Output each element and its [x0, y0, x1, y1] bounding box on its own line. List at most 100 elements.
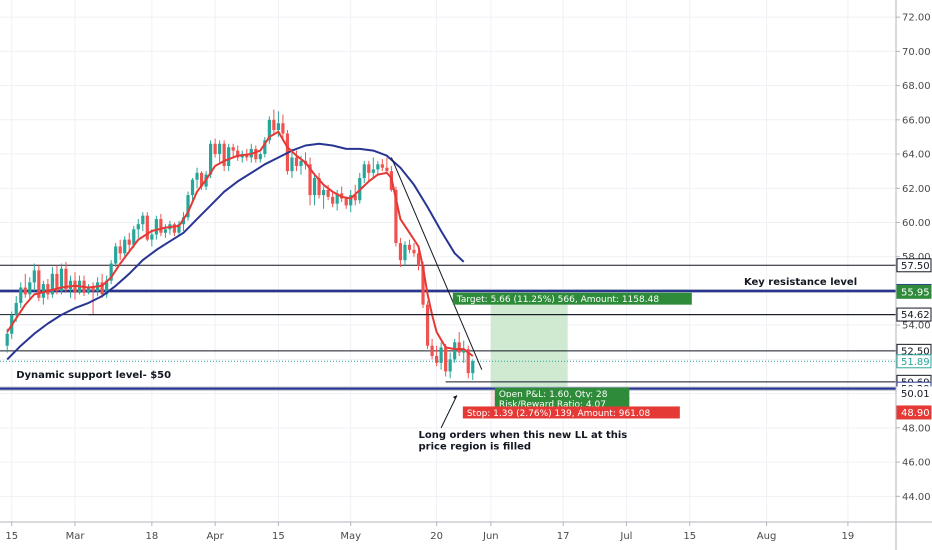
candle-body: [407, 244, 412, 250]
price-label-bg: [896, 307, 932, 322]
annotation-text: Dynamic support level- $50: [16, 370, 171, 381]
price-label-bg: [896, 284, 932, 299]
candle-body: [55, 273, 59, 291]
price-label-bg: [896, 354, 932, 369]
candle-body: [227, 147, 231, 167]
drawings[interactable]: Key resistance level Dynamic support leve…: [16, 157, 896, 452]
price-tick-label: 62.00: [902, 184, 931, 195]
candle-body: [23, 287, 27, 295]
time-tick-label: 18: [145, 531, 158, 542]
candle-body: [68, 280, 73, 290]
candle-body: [335, 193, 339, 204]
candle-body: [367, 164, 371, 173]
candle-body: [398, 243, 403, 261]
candle-body: [41, 284, 45, 298]
candle-body: [154, 219, 158, 235]
candle-body: [213, 143, 217, 155]
price-scale-labels: 57.5056.0055.9554.6252.5051.8950.6950.29…: [896, 258, 932, 420]
candle-body: [403, 244, 407, 261]
candle-body: [281, 123, 285, 134]
price-tick-label: 44.00: [902, 492, 931, 503]
price-tick-label: 54.00: [902, 321, 931, 332]
candle-body: [136, 224, 140, 230]
candle-body: [439, 347, 443, 363]
candle-body: [64, 268, 68, 290]
candle-body: [322, 189, 326, 196]
target-label: Target: 5.66 (11.25%) 566, Amount: 1158.…: [456, 295, 659, 305]
candle-body: [312, 177, 317, 196]
position-labels: Target: 5.66 (11.25%) 566, Amount: 1158.…: [452, 292, 692, 419]
annotation-text: Key resistance level: [744, 277, 857, 288]
candle-body: [394, 189, 398, 244]
candle-body: [448, 359, 452, 372]
time-tick-label: 15: [5, 531, 18, 542]
candle-body: [453, 342, 457, 360]
candle-body: [209, 143, 213, 175]
candle-body: [222, 143, 226, 167]
candle-body: [50, 273, 54, 295]
price-label: 51.89: [901, 357, 930, 368]
candle-body: [109, 263, 113, 281]
candle-body: [245, 154, 249, 158]
candle-body: [218, 143, 222, 155]
candle-body: [199, 172, 204, 187]
candle-body: [236, 150, 240, 158]
price-label-bg: [896, 258, 932, 273]
candle-body: [362, 164, 366, 178]
price-tick-label: 72.00: [902, 13, 931, 24]
candle-body: [299, 160, 303, 167]
candle-body: [444, 347, 448, 372]
candle-body: [371, 169, 375, 173]
candle-body: [100, 282, 104, 295]
candlestick-series: [5, 109, 475, 380]
candle-body: [28, 282, 32, 295]
candle-body: [276, 123, 280, 131]
candle-body: [326, 189, 330, 197]
price-tick-label: 46.00: [902, 458, 931, 469]
candle-body: [317, 177, 321, 196]
trendline[interactable]: [390, 157, 483, 370]
target-zone: [490, 291, 568, 389]
candle-body: [118, 246, 122, 254]
fast-moving-average-line: [6, 130, 474, 357]
chart-grid: [0, 0, 896, 522]
candle-body: [331, 196, 335, 204]
candle-body: [132, 229, 136, 245]
open-pnl-label: Open P&L: 1.60, Qty: 28: [499, 390, 608, 400]
candle-body: [163, 229, 167, 233]
candle-body: [14, 302, 18, 315]
annotation-arrow: [440, 395, 458, 429]
stop-label: Stop: 1.39 (2.76%) 139, Amount: 961.08: [467, 409, 651, 419]
time-tick-label: Apr: [206, 531, 224, 542]
open-pnl-label-bg: [494, 387, 630, 400]
annotation-text: price region is filled: [419, 441, 532, 452]
candle-body: [105, 280, 109, 295]
price-label: 52.50: [901, 346, 930, 357]
price-tick-label: 64.00: [902, 150, 931, 161]
candle-body: [254, 148, 258, 160]
candle-body: [308, 164, 312, 196]
candle-body: [258, 154, 262, 160]
candle-body: [141, 215, 145, 225]
time-tick-label: 17: [557, 531, 570, 542]
price-label: 50.01: [901, 389, 930, 400]
time-tick-label: 20: [430, 531, 443, 542]
price-label: 55.95: [901, 287, 930, 298]
price-tick-label: 48.00: [902, 423, 931, 434]
candle-body: [231, 147, 235, 151]
price-label-bg: [896, 405, 932, 420]
price-tick-label: 58.00: [902, 252, 931, 263]
candle-body: [263, 140, 267, 155]
candle-body: [37, 270, 41, 298]
moving-averages: [6, 130, 474, 361]
candle-body: [412, 249, 416, 254]
candle-body: [272, 119, 276, 131]
candle-body: [145, 215, 149, 240]
candle-body: [114, 246, 118, 264]
candle-body: [19, 287, 23, 303]
candle-body: [466, 349, 470, 374]
time-tick-label: Jul: [619, 531, 632, 542]
candle-body: [457, 342, 461, 353]
candle-body: [127, 239, 131, 245]
